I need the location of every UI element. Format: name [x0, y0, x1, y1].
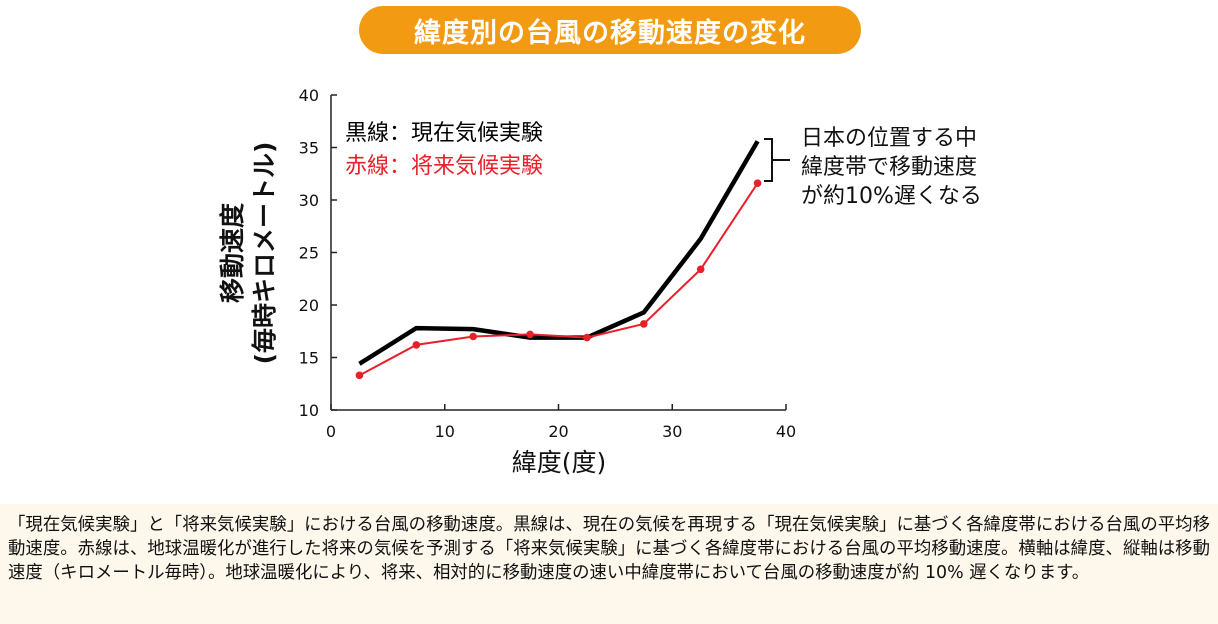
legend-entry-future: 赤線：将来気候実験: [345, 154, 543, 179]
annotation-line: 緯度帯で移動速度: [801, 155, 977, 180]
data-point-future: [469, 332, 477, 341]
y-tick-label: 10: [299, 401, 319, 420]
data-point-future: [583, 333, 591, 342]
y-axis-label-line1: 移動速度: [218, 203, 247, 303]
chart-series: [355, 140, 762, 380]
y-tick-label: 40: [299, 86, 319, 105]
figure-caption: 「現在気候実験」と「将来気候実験」における台風の移動速度。黒線は、現在の気候を再…: [0, 504, 1218, 624]
data-point-future: [526, 330, 534, 339]
x-tick-label: 40: [776, 422, 796, 441]
y-tick-label: 25: [299, 244, 319, 263]
annotation-line: が約10%遅くなる: [801, 184, 982, 209]
series-line-future: [358, 182, 759, 377]
line-chart: 10 15 20 25 30 35 40 0 10 20 30 40 黒線：現在気候実験赤線：将来気候…: [218, 86, 982, 477]
data-point-future: [412, 341, 421, 349]
data-point-future: [355, 371, 364, 380]
y-axis-label-line2: (毎時キロメートル): [250, 142, 279, 365]
series-line-present: [358, 140, 760, 366]
y-axis-label: 移動速度 (毎時キロメートル): [218, 142, 279, 365]
legend-entry-present: 黒線：現在気候実験: [345, 121, 543, 146]
x-tick-label: 0: [326, 422, 336, 441]
y-tick-label: 15: [299, 349, 319, 368]
y-tick-label: 20: [299, 296, 319, 315]
y-tick-label: 35: [299, 139, 319, 158]
annotation-line: 日本の位置する中: [801, 126, 977, 151]
x-tick-label: 10: [435, 422, 455, 441]
x-axis-label: 緯度(度): [512, 448, 607, 477]
chart-title: 緯度別の台風の移動速度の変化: [359, 6, 861, 54]
y-tick-label: 30: [299, 191, 319, 210]
x-tick-label: 30: [662, 422, 682, 441]
axis-ticks: 10 15 20 25 30 35 40 0 10 20 30 40: [299, 86, 797, 441]
bracket-marker: [764, 138, 790, 182]
caption-text: 「現在気候実験」と「将来気候実験」における台風の移動速度。黒線は、現在の気候を再…: [8, 515, 1210, 583]
data-point-future: [640, 320, 648, 328]
x-tick-label: 20: [548, 422, 568, 441]
data-point-future: [753, 179, 762, 187]
data-point-future: [696, 265, 705, 274]
